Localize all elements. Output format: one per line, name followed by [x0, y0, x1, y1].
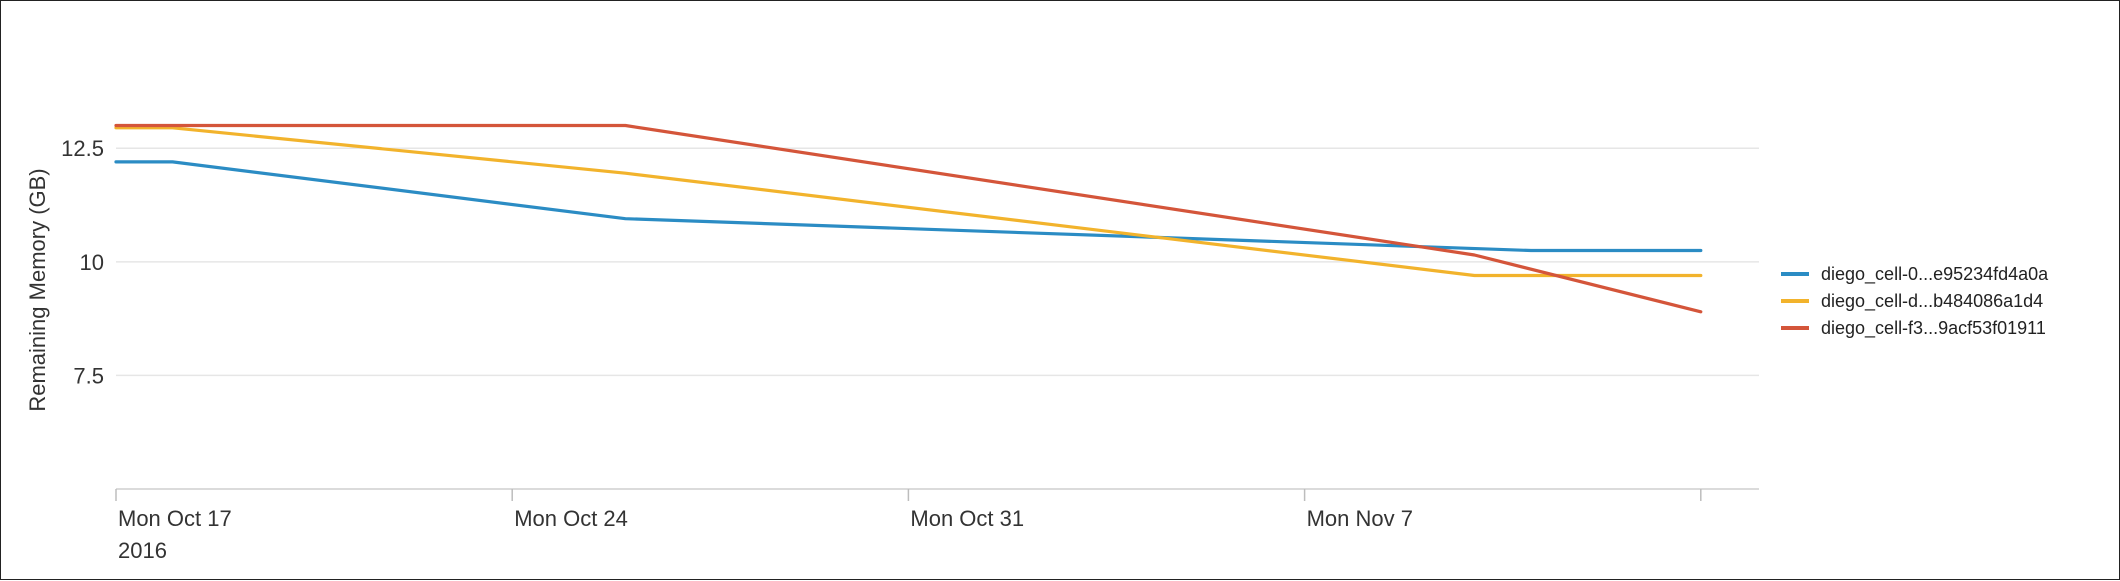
- axes: 7.5 10 12.5 Mon Oct 17 Mon Oct 24 Mon Oct 31 M…: [25, 136, 1759, 563]
- x-tick-label: Mon Oct 17: [118, 506, 232, 531]
- y-tick-label: 12.5: [61, 136, 104, 161]
- x-tick-label: Mon Oct 24: [514, 506, 628, 531]
- y-tick-label: 10: [80, 250, 104, 275]
- series-lines: [114, 123, 1703, 314]
- series-line-1: [114, 160, 1703, 253]
- y-tick-label: 7.5: [73, 363, 104, 388]
- x-tick-label: Mon Nov 7: [1307, 506, 1413, 531]
- legend-label: diego_cell-0...e95234fd4a0a: [1821, 264, 2049, 285]
- legend-label: diego_cell-d...b484086a1d4: [1821, 291, 2043, 312]
- y-axis-title: Remaining Memory (GB): [25, 168, 50, 411]
- legend: diego_cell-0...e95234fd4a0a diego_cell-d.…: [1781, 264, 2049, 339]
- x-tick-label: Mon Oct 31: [910, 506, 1024, 531]
- series-line-3: [114, 123, 1703, 314]
- x-tick-year-label: 2016: [118, 538, 167, 563]
- grid-lines: [116, 147, 1759, 377]
- legend-label: diego_cell-f3...9acf53f01911: [1821, 318, 2046, 339]
